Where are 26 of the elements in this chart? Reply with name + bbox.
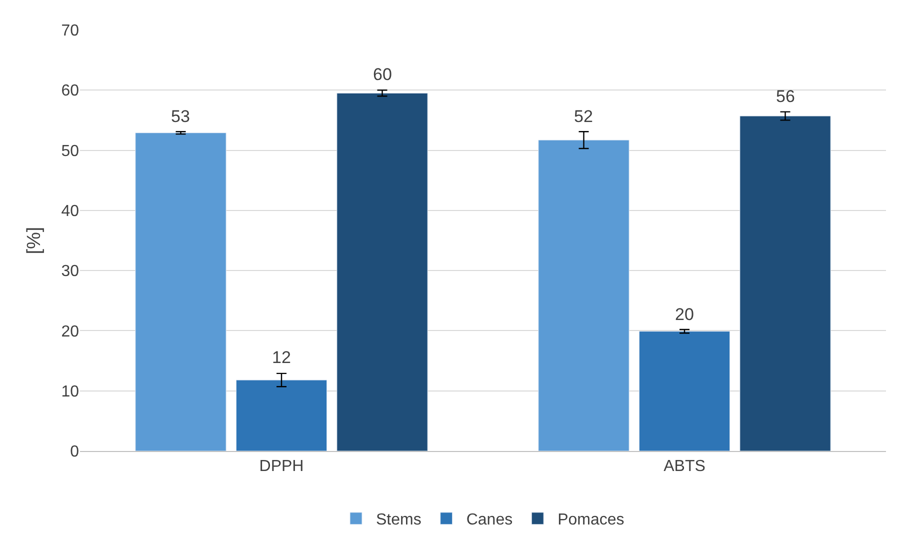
data-label: 53 <box>171 107 190 126</box>
y-tick-label: 40 <box>61 203 80 220</box>
bar <box>638 331 730 451</box>
y-tick-label: 0 <box>70 444 80 461</box>
bar <box>135 132 226 451</box>
data-label: 60 <box>373 65 392 84</box>
y-tick-label: 10 <box>61 383 80 400</box>
bar <box>538 140 630 451</box>
y-tick-label: 50 <box>61 142 80 160</box>
data-label: 20 <box>675 305 694 324</box>
data-label: 56 <box>776 87 795 106</box>
y-tick-label: 20 <box>61 323 80 340</box>
bar <box>236 380 328 451</box>
legend-label: Stems <box>376 512 422 529</box>
x-tick-label: ABTS <box>664 458 706 476</box>
data-label: 52 <box>574 107 593 126</box>
y-axis-title: [%] <box>24 226 46 254</box>
y-tick-label: 70 <box>61 22 80 40</box>
legend-label: Pomaces <box>558 512 624 529</box>
bar <box>740 116 831 451</box>
legend-label: Canes <box>466 512 513 529</box>
data-label: 12 <box>272 348 291 367</box>
x-tick-label: DPPH <box>259 458 304 476</box>
y-tick-label: 60 <box>61 82 80 100</box>
bar <box>336 92 428 451</box>
y-tick-label: 30 <box>61 263 80 280</box>
